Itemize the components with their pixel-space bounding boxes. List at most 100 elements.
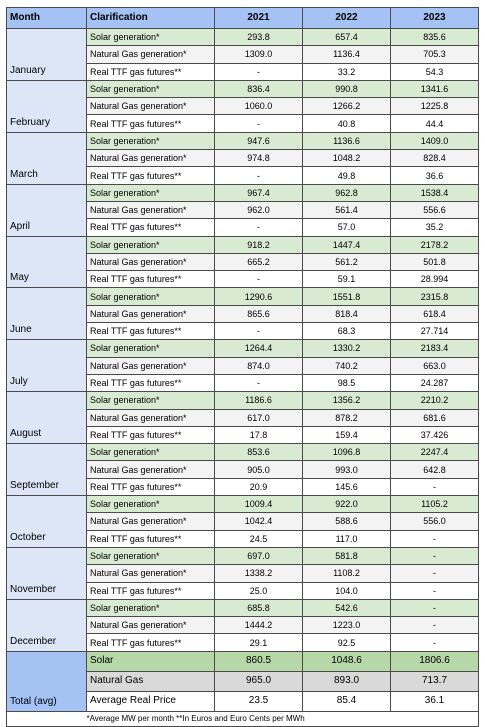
- solar-label-cell: Solar generation*: [86, 391, 215, 410]
- table-row: October Solar generation* 1009.4 922.0 1105.…: [6, 495, 479, 548]
- gas-label-cell: Natural Gas generation*: [86, 45, 215, 64]
- month-cell: June: [6, 287, 87, 341]
- table-row: Real TTF gas futures** -40.8 44.4: [7, 114, 479, 133]
- total-gas-value: 713.7: [390, 670, 479, 692]
- solar-value-cell: 1096.8: [302, 443, 391, 462]
- gas-value-cell: 618.4: [390, 304, 479, 324]
- ttf-label-cell: Real TTF gas futures**: [86, 477, 215, 497]
- ttf-value-cell: -: [214, 62, 303, 81]
- gas-label-cell: Natural Gas generation*: [86, 408, 215, 427]
- gas-value-cell: 556.6: [390, 200, 479, 220]
- solar-value-cell: 1136.6: [302, 131, 391, 151]
- solar-label-cell: Solar generation*: [86, 546, 215, 566]
- solar-label-cell: Solar generation*: [86, 495, 215, 514]
- ttf-value-cell: -: [214, 373, 303, 393]
- solar-value-cell: 1409.0: [390, 131, 479, 151]
- table-row: December Solar generation* 685.8 542.6-: [6, 598, 479, 652]
- table-row: Natural Gas generation* 874.0 740.2 663.0: [7, 356, 479, 375]
- header-clarification: Clarification: [86, 7, 215, 29]
- solar-value-cell: 1341.6: [390, 79, 479, 99]
- table-row: May Solar generation* 918.2 1447.4 2178.2: [6, 235, 479, 289]
- header-year-2023: 2023: [390, 7, 479, 29]
- gas-value-cell: 1042.4: [214, 512, 303, 531]
- gas-value-cell: 1309.0: [214, 45, 303, 64]
- table-row: Real TTF gas futures** 24.5 117.0-: [7, 529, 479, 548]
- solar-value-cell: 2178.2: [390, 235, 479, 254]
- solar-value-cell: 2247.4: [390, 443, 479, 462]
- table-row: April Solar generation* 967.4 962.8 1538.4: [6, 183, 479, 237]
- solar-value-cell: 1009.4: [214, 495, 303, 514]
- solar-value-cell: 1551.8: [302, 287, 391, 306]
- gas-value-cell: 1338.2: [214, 564, 303, 583]
- month-cell: December: [6, 598, 87, 652]
- gas-value-cell: 993.0: [302, 460, 391, 479]
- gas-value-cell: 878.2: [302, 408, 391, 427]
- solar-label-cell: Solar generation*: [86, 27, 215, 47]
- ttf-value-cell: 24.5: [214, 529, 303, 548]
- table-row: June Solar generation* 1290.6 1551.8 2315.8: [6, 287, 479, 341]
- solar-value-cell: -: [390, 546, 479, 566]
- gas-value-cell: 1223.0: [302, 616, 391, 635]
- month-cell: October: [6, 495, 87, 548]
- ttf-label-cell: Real TTF gas futures**: [86, 581, 215, 600]
- gas-value-cell: 1048.2: [302, 149, 391, 168]
- gas-label-cell: Natural Gas generation*: [86, 304, 215, 324]
- solar-label-cell: Solar generation*: [86, 131, 215, 151]
- ttf-value-cell: 28.994: [390, 270, 479, 289]
- ttf-label-cell: Real TTF gas futures**: [86, 270, 215, 289]
- month-cell: November: [6, 546, 87, 600]
- total-price-value: 36.1: [390, 690, 479, 712]
- gas-label-cell: Natural Gas generation*: [86, 356, 215, 375]
- header-month: Month: [6, 7, 87, 29]
- solar-value-cell: 685.8: [214, 598, 303, 618]
- header-year-2021: 2021: [214, 7, 303, 29]
- solar-value-cell: 1447.4: [302, 235, 391, 254]
- ttf-label-cell: Real TTF gas futures**: [86, 425, 215, 445]
- ttf-value-cell: 36.6: [390, 166, 479, 185]
- month-cell: May: [6, 235, 87, 289]
- gas-label-cell: Natural Gas generation*: [86, 200, 215, 220]
- gas-value-cell: 1225.8: [390, 97, 479, 116]
- ttf-value-cell: 49.8: [302, 166, 391, 185]
- ttf-label-cell: Real TTF gas futures**: [86, 322, 215, 341]
- gas-value-cell: 501.8: [390, 252, 479, 272]
- solar-value-cell: 2315.8: [390, 287, 479, 306]
- month-cell: September: [6, 443, 87, 497]
- total-price-value: 23.5: [214, 690, 303, 712]
- ttf-value-cell: 92.5: [302, 633, 391, 652]
- ttf-value-cell: -: [214, 322, 303, 341]
- gas-value-cell: 561.4: [302, 200, 391, 220]
- solar-value-cell: 293.8: [214, 27, 303, 47]
- solar-value-cell: 918.2: [214, 235, 303, 254]
- ttf-label-cell: Real TTF gas futures**: [86, 218, 215, 237]
- ttf-value-cell: 35.2: [390, 218, 479, 237]
- table-body: January Solar generation* 293.8 657.4 835.6 N…: [6, 27, 479, 727]
- gas-label-cell: Natural Gas generation*: [86, 512, 215, 531]
- total-label-cell: Total (avg): [6, 650, 87, 712]
- solar-value-cell: 853.6: [214, 443, 303, 462]
- total-row: Total (avg) Solar 860.5 1048.6 1806.6: [6, 650, 479, 712]
- solar-label-cell: Solar generation*: [86, 235, 215, 254]
- total-price-label: Average Real Price: [86, 690, 215, 712]
- ttf-value-cell: -: [390, 633, 479, 652]
- solar-label-cell: Solar generation*: [86, 183, 215, 202]
- ttf-value-cell: -: [390, 529, 479, 548]
- solar-value-cell: 542.6: [302, 598, 391, 618]
- table-row: January Solar generation* 293.8 657.4 835.6: [6, 27, 479, 81]
- table-row: Real TTF gas futures** -57.0 35.2: [7, 218, 479, 237]
- ttf-label-cell: Real TTF gas futures**: [86, 114, 215, 133]
- solar-value-cell: 967.4: [214, 183, 303, 202]
- gas-label-cell: Natural Gas generation*: [86, 460, 215, 479]
- energy-data-table: Month Clarification 2021 2022 2023 Janua…: [6, 7, 479, 727]
- ttf-label-cell: Real TTF gas futures**: [86, 373, 215, 393]
- solar-value-cell: 581.8: [302, 546, 391, 566]
- solar-value-cell: 1356.2: [302, 391, 391, 410]
- data-table-container: Month Clarification 2021 2022 2023 Janua…: [6, 7, 479, 727]
- ttf-value-cell: 57.0: [302, 218, 391, 237]
- ttf-value-cell: 54.3: [390, 62, 479, 81]
- ttf-value-cell: 68.3: [302, 322, 391, 341]
- solar-label-cell: Solar generation*: [86, 443, 215, 462]
- total-solar-value: 1048.6: [302, 650, 391, 672]
- ttf-value-cell: 59.1: [302, 270, 391, 289]
- solar-value-cell: -: [390, 598, 479, 618]
